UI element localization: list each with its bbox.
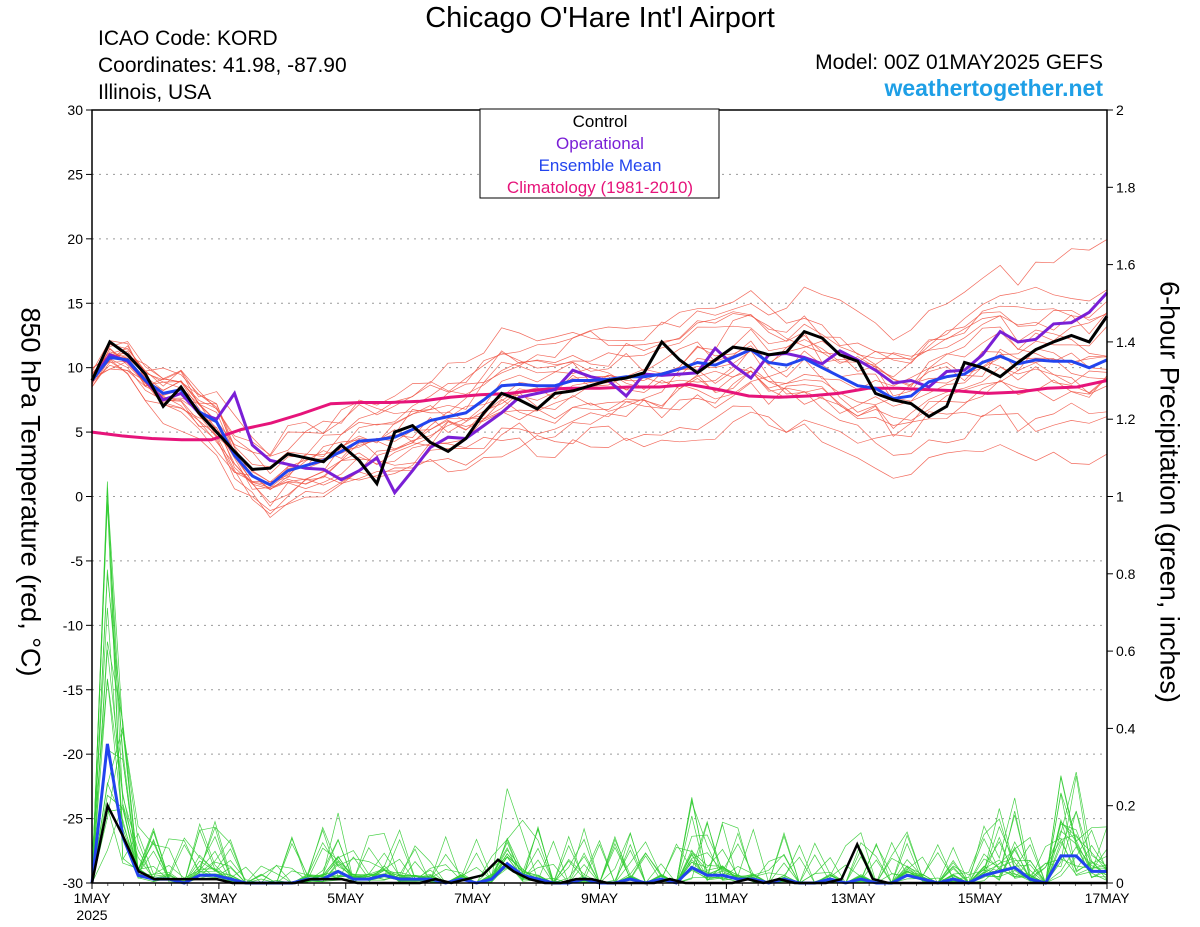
gridlines: [92, 173, 1107, 820]
precip-member-line: [91, 679, 1108, 884]
x-tick-label: 5MAY: [327, 890, 365, 906]
x-tick-label: 13MAY: [831, 890, 877, 906]
y2-tick-label: 0.8: [1116, 566, 1136, 582]
y-tick-label: -30: [63, 875, 83, 891]
precip-member-line: [91, 502, 1108, 884]
temp-member-line: [91, 358, 1108, 490]
precip-member-line: [91, 641, 1108, 884]
temp-member-line: [91, 331, 1108, 511]
y-tick-label: -15: [63, 682, 83, 698]
y2-tick-label: 1.4: [1116, 334, 1136, 350]
y-tick-label: 5: [75, 424, 83, 440]
precip-member-line: [91, 500, 1108, 884]
region: Illinois, USA: [98, 81, 212, 104]
precip-member-line: [91, 607, 1108, 884]
legend-box: [479, 108, 720, 199]
brand-link[interactable]: weathertogether.net: [884, 75, 1103, 101]
y2-tick-label: 0: [1116, 875, 1124, 891]
legend-operational: Operational: [556, 134, 644, 153]
y-tick-label: 25: [67, 166, 83, 182]
climatology-line: [91, 379, 1108, 442]
icao-code: ICAO Code: KORD: [98, 27, 278, 50]
precip-member-line: [91, 726, 1108, 884]
precip-member-line: [91, 574, 1108, 884]
model-run: Model: 00Z 01MAY2025 GEFS: [815, 51, 1103, 74]
x-tick-label: 11MAY: [704, 890, 748, 906]
y-tick-label: -20: [63, 746, 83, 762]
ensemble-mean-line: [90, 347, 1108, 487]
y-tick-label: 30: [67, 102, 83, 118]
temp-member-line: [91, 311, 1108, 475]
precip-ensemble-mean-line: [90, 743, 1107, 885]
precip-member-line: [91, 487, 1108, 884]
control-line: [90, 315, 1109, 487]
legend-control: Control: [573, 112, 628, 131]
x-tick-label: 3MAY: [200, 890, 238, 906]
x-tick-label: 17MAY: [1085, 890, 1131, 906]
y2-tick-label: 1: [1116, 489, 1124, 505]
precip-member-line: [91, 649, 1108, 884]
y-tick-label: -25: [63, 811, 83, 827]
y-tick-label: 15: [67, 295, 83, 311]
axes: 302520151050-5-10-15-20-25-3021.81.61.41…: [63, 102, 1136, 923]
y2-tick-label: 0.6: [1116, 643, 1136, 659]
temp-member-line: [91, 350, 1108, 490]
legend-climatology: Climatology (1981-2010): [507, 178, 693, 197]
precip-member-line: [91, 678, 1108, 884]
temp-member-line: [91, 313, 1108, 483]
coordinates: Coordinates: 41.98, -87.90: [98, 54, 347, 77]
temp-member-line: [91, 358, 1108, 507]
x-tick-label: 1MAY: [73, 890, 111, 906]
temp-member-line: [91, 368, 1108, 490]
temp-member-line: [91, 340, 1108, 468]
y-tick-label: -5: [71, 553, 84, 569]
x-tick-sublabel: 2025: [76, 907, 107, 923]
temp-member-line: [91, 354, 1108, 519]
y-tick-label: 10: [67, 360, 83, 376]
precip-member-line: [91, 569, 1108, 884]
y2-tick-label: 0.4: [1116, 720, 1136, 736]
x-tick-label: 7MAY: [454, 890, 492, 906]
y2-tick-label: 2: [1116, 102, 1124, 118]
legend: Control Operational Ensemble Mean Climatolo…: [479, 108, 720, 199]
precip-member-line: [91, 492, 1108, 885]
precip-member-line: [91, 730, 1108, 884]
y2-tick-label: 1.6: [1116, 257, 1136, 273]
temp-member-line: [91, 312, 1108, 486]
x-tick-label: 15MAY: [958, 890, 1004, 906]
y-tick-label: 20: [67, 231, 83, 247]
y-tick-label: 0: [75, 489, 83, 505]
chart-title: Chicago O'Hare Int'l Airport: [425, 2, 775, 34]
y-tick-label: -10: [63, 617, 83, 633]
y2-tick-label: 1.2: [1116, 411, 1136, 427]
y2-tick-label: 1.8: [1116, 179, 1136, 195]
x-tick-label: 9MAY: [581, 890, 619, 906]
y2-tick-label: 0.2: [1116, 798, 1136, 814]
legend-ensemble-mean: Ensemble Mean: [539, 156, 662, 175]
temp-member-line: [91, 290, 1108, 456]
temp-member-line: [91, 311, 1108, 457]
precip-member-line: [91, 481, 1108, 884]
